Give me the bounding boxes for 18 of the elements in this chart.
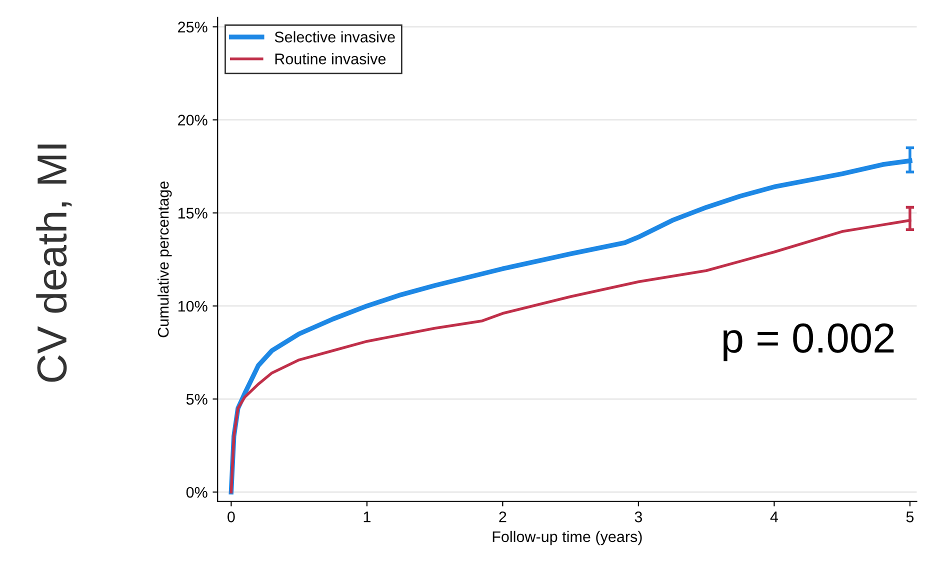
y-tick-label: 20%: [178, 114, 208, 126]
y-tick-label: 15%: [178, 208, 208, 219]
x-axis-title: Follow-up time (years): [492, 530, 642, 546]
legend-label: Routine invasive: [275, 53, 386, 64]
x-tick-label: 3: [634, 512, 642, 522]
x-tick-label: 1: [364, 512, 370, 522]
x-tick-label: 5: [906, 512, 914, 522]
annotation: p = 0.002: [724, 323, 894, 362]
legend-label: Selective invasive: [274, 31, 395, 42]
y-axis-title: Cumulative percentage: [158, 182, 172, 338]
y-tick-label: 25%: [178, 22, 208, 32]
y-tick-label: 5%: [186, 394, 208, 405]
x-tick-label: 2: [499, 512, 506, 522]
y-tick-label: 10%: [178, 300, 208, 312]
text: CV death, MI: [36, 144, 72, 382]
x-tick-label: 4: [770, 512, 778, 522]
y-tick-label: 0%: [186, 486, 208, 498]
x-tick-label: 0: [228, 512, 235, 522]
